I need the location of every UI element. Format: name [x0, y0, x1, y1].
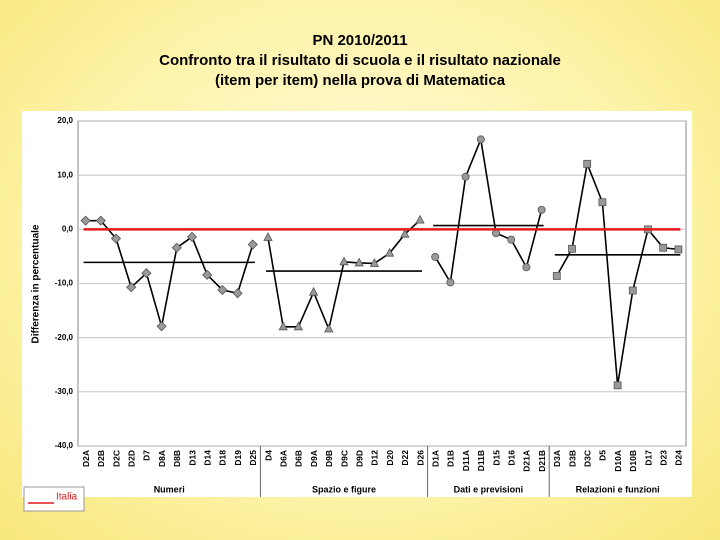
- x-tick-label: D1A: [430, 450, 440, 467]
- chart-area: [22, 111, 692, 497]
- marker: [415, 214, 425, 224]
- marker: [354, 257, 364, 267]
- group-label: Relazioni e funzioni: [576, 484, 660, 494]
- marker: [293, 321, 304, 331]
- marker: [217, 284, 228, 296]
- legend-label: Italia: [56, 492, 78, 503]
- x-tick-label: D12: [370, 450, 380, 466]
- x-tick-label: D10B: [628, 450, 638, 472]
- y-tick-label: -40,0: [55, 441, 74, 450]
- marker: [568, 244, 576, 253]
- legend-box: [23, 486, 85, 512]
- x-tick-label: D15: [491, 450, 501, 466]
- x-tick-label: D3C: [582, 450, 592, 467]
- x-tick-label: D21B: [537, 450, 547, 472]
- marker: [400, 228, 410, 238]
- x-tick-label: D2C: [111, 450, 121, 467]
- marker: [110, 233, 122, 244]
- y-tick-label: 10,0: [57, 170, 73, 179]
- marker: [95, 215, 106, 226]
- chart-title: PN 2010/2011: [312, 32, 407, 49]
- group-label: Dati e previsioni: [454, 484, 524, 494]
- x-tick-label: D2D: [126, 450, 136, 467]
- marker: [583, 159, 592, 168]
- marker: [628, 286, 637, 295]
- marker: [659, 243, 668, 252]
- x-tick-label: D13: [187, 450, 197, 466]
- x-tick-label: D20: [385, 450, 395, 466]
- x-tick-label: D8B: [172, 450, 182, 467]
- y-tick-label: -20,0: [55, 333, 74, 342]
- x-tick-label: D1B: [446, 450, 456, 467]
- y-tick-label: 20,0: [57, 116, 73, 125]
- marker: [339, 256, 349, 266]
- x-tick-label: D18: [218, 450, 228, 466]
- marker: [476, 135, 485, 144]
- x-tick-label: D24: [674, 450, 684, 466]
- x-tick-label: D14: [202, 450, 212, 466]
- x-tick-label: D11A: [461, 450, 471, 471]
- chart-title: Confronto tra il risultato di scuola e i…: [159, 52, 561, 69]
- y-tick-label: -10,0: [55, 279, 74, 288]
- marker: [552, 272, 561, 280]
- x-tick-label: D9B: [324, 450, 334, 467]
- x-tick-label: D16: [506, 450, 516, 466]
- marker: [202, 269, 213, 280]
- marker: [324, 323, 334, 333]
- x-tick-label: D23: [658, 450, 668, 466]
- marker: [263, 232, 273, 241]
- marker: [522, 263, 531, 272]
- marker: [507, 235, 516, 244]
- x-tick-label: D6B: [294, 450, 304, 467]
- x-tick-label: D8A: [157, 450, 167, 467]
- marker: [232, 288, 243, 299]
- y-tick-label: 0,0: [62, 224, 74, 233]
- marker: [598, 198, 607, 207]
- y-tick-label: -30,0: [55, 387, 74, 396]
- x-tick-label: D9A: [309, 450, 319, 467]
- marker: [674, 245, 683, 254]
- marker: [537, 205, 546, 214]
- x-tick-label: D6A: [278, 450, 288, 467]
- series-line: [434, 136, 543, 285]
- marker: [278, 321, 288, 331]
- marker: [491, 229, 500, 238]
- x-tick-label: D2B: [96, 450, 106, 467]
- marker: [461, 172, 470, 181]
- marker: [156, 321, 167, 332]
- x-tick-label: D7: [142, 450, 152, 461]
- x-tick-label: D9C: [339, 450, 349, 467]
- x-tick-label: D3A: [552, 450, 562, 467]
- x-tick-label: D9D: [354, 450, 364, 467]
- x-tick-label: D22: [400, 450, 410, 466]
- x-tick-label: D3B: [567, 450, 577, 467]
- x-tick-label: D2A: [81, 450, 91, 467]
- marker: [613, 381, 622, 390]
- x-tick-label: D17: [643, 450, 653, 466]
- marker: [186, 231, 198, 242]
- marker: [369, 258, 380, 267]
- group-label: Numeri: [154, 484, 185, 494]
- group-label: Spazio e figure: [312, 484, 376, 494]
- marker: [247, 239, 258, 250]
- marker: [171, 242, 182, 253]
- y-axis-label: Differenza in percentuale: [31, 224, 42, 343]
- x-tick-label: D10A: [613, 450, 623, 472]
- x-tick-label: D4: [263, 450, 273, 461]
- x-tick-label: D19: [233, 450, 243, 466]
- marker: [141, 268, 152, 279]
- marker: [446, 278, 455, 287]
- x-tick-label: D21A: [522, 450, 532, 472]
- marker: [126, 282, 137, 293]
- marker: [80, 215, 91, 226]
- marker: [384, 247, 395, 257]
- x-tick-label: D25: [248, 450, 258, 466]
- chart-title: (item per item) nella prova di Matematic…: [215, 72, 506, 89]
- x-tick-label: D11B: [476, 450, 486, 471]
- x-tick-label: D26: [415, 450, 425, 466]
- marker: [431, 252, 440, 261]
- x-tick-label: D5: [598, 450, 608, 461]
- marker: [308, 286, 319, 296]
